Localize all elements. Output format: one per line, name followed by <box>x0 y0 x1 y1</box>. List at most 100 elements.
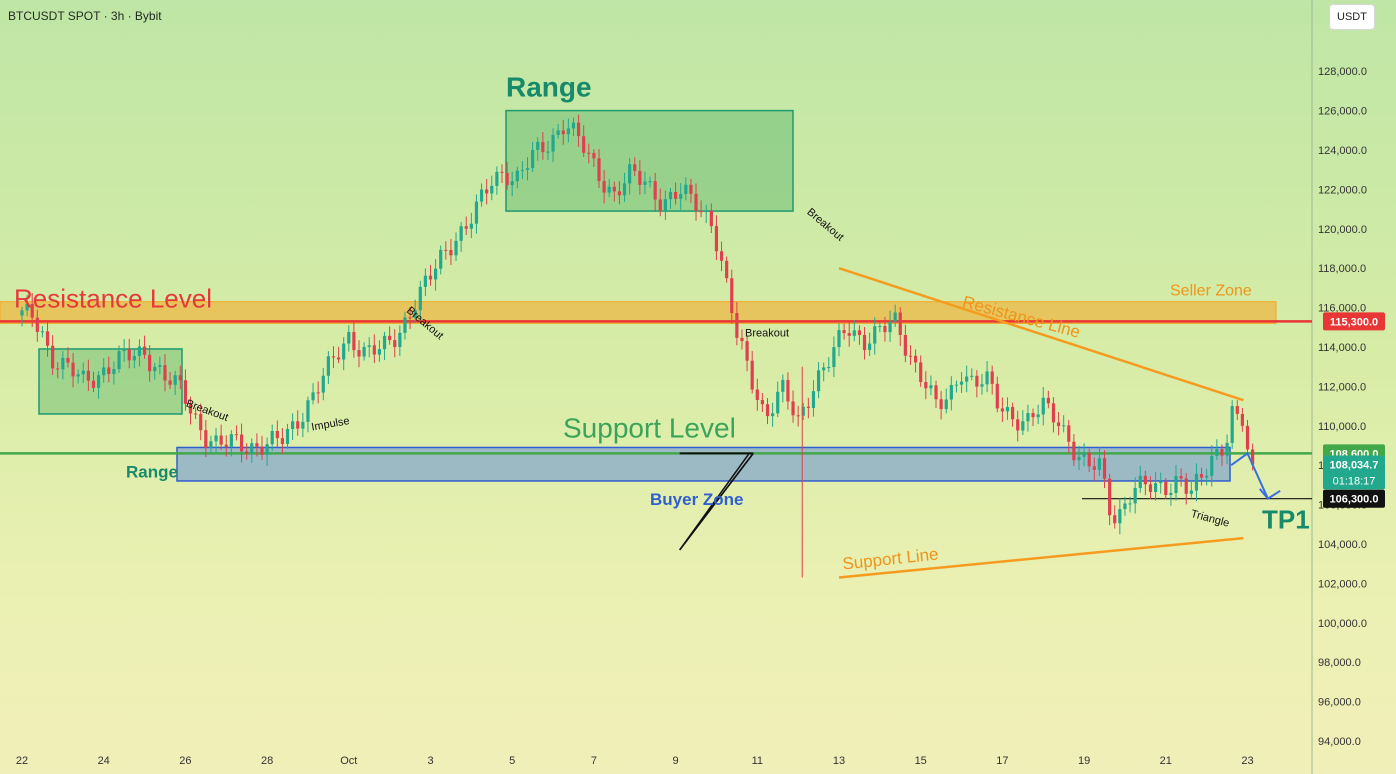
candle-body <box>1128 503 1132 505</box>
candle-body <box>949 384 953 400</box>
candle-body <box>735 313 739 338</box>
impulse-label: Impulse <box>310 415 350 434</box>
candle-body <box>868 343 872 351</box>
range-box-top <box>505 109 794 212</box>
candle-body <box>306 400 310 422</box>
candle-body <box>924 381 928 389</box>
candle-body <box>709 210 713 227</box>
candle-body <box>1225 442 1229 456</box>
candle-body <box>311 392 315 401</box>
candle-body <box>1138 475 1142 488</box>
y-tick-label: 94,000.0 <box>1318 736 1361 748</box>
countdown-label: 01:18:17 <box>1333 476 1376 488</box>
y-tick-label: 98,000.0 <box>1318 657 1361 669</box>
candle-body <box>837 330 841 348</box>
y-tick-label: 100,000.0 <box>1318 618 1367 630</box>
candle-body <box>1046 397 1050 404</box>
candle-body <box>342 343 346 360</box>
currency-unit-button[interactable]: USDT <box>1329 4 1375 30</box>
candle-body <box>352 332 356 351</box>
candle-body <box>71 362 75 377</box>
candle-body <box>1118 509 1122 524</box>
candle-body <box>771 413 775 417</box>
candle-body <box>908 355 913 357</box>
candle-body <box>132 355 136 361</box>
candle-body <box>464 226 468 229</box>
candle-body <box>102 367 106 376</box>
candle-body <box>525 168 530 170</box>
candle-body <box>571 122 576 129</box>
candle-body <box>1235 406 1239 414</box>
candle-body <box>112 369 116 374</box>
y-tick-label: 118,000.0 <box>1318 263 1366 275</box>
candle-body <box>954 384 959 386</box>
candle-body <box>434 268 438 280</box>
candle-body <box>194 413 198 415</box>
x-tick-label: 7 <box>591 755 597 767</box>
candle-body <box>239 434 244 452</box>
candle-body <box>668 191 673 200</box>
candle-body <box>1087 452 1091 467</box>
candle-body <box>888 321 892 333</box>
candle-body <box>638 170 642 185</box>
candle-body <box>934 385 938 400</box>
candle-body <box>893 312 897 322</box>
candle-body <box>367 345 371 347</box>
candle-body <box>617 191 622 196</box>
candle-body <box>510 181 514 186</box>
last-price-tag <box>1323 455 1385 490</box>
candle-body <box>398 332 402 347</box>
candle-body <box>760 400 765 405</box>
candle-body <box>684 184 688 195</box>
candle-body <box>1123 503 1127 510</box>
candle-body <box>612 186 616 192</box>
candle-body <box>1169 492 1173 495</box>
x-tick-label: 22 <box>16 755 28 767</box>
candle-body <box>628 164 632 184</box>
candle-body <box>1174 476 1178 493</box>
candle-body <box>35 317 39 332</box>
candle-body <box>985 371 989 385</box>
candle-body <box>730 278 734 314</box>
candle-body <box>51 345 55 369</box>
candle-body <box>214 435 218 442</box>
candle-body <box>1016 419 1020 431</box>
x-tick-label: 24 <box>98 755 110 767</box>
y-tick-label: 128,000.0 <box>1318 66 1367 78</box>
triangle-side-line <box>679 452 754 551</box>
candle-body <box>699 210 703 213</box>
tp1-label: TP1 <box>1262 505 1310 535</box>
candle-body <box>204 430 208 448</box>
candle-body <box>474 201 479 224</box>
candle-body <box>183 380 187 404</box>
candle-body <box>275 431 279 439</box>
candle-body <box>1108 478 1112 516</box>
candle-body <box>178 375 182 381</box>
candle-body <box>852 330 856 336</box>
candle-body <box>505 172 509 186</box>
candle-body <box>250 443 254 454</box>
candle-body <box>663 199 667 211</box>
candle-body <box>714 226 719 252</box>
candle-body <box>163 365 167 381</box>
range-box-left <box>38 348 183 415</box>
y-tick-label: 120,000.0 <box>1318 224 1367 236</box>
y-tick-label: 112,000.0 <box>1318 381 1366 393</box>
candle-body <box>1148 484 1153 492</box>
candle-body <box>1245 425 1250 450</box>
candle-body <box>873 326 877 344</box>
candle-body <box>229 434 233 447</box>
candle-body <box>939 399 943 410</box>
candle-body <box>862 335 867 351</box>
candle-body <box>61 357 65 370</box>
candle-body <box>1194 473 1199 491</box>
candle-body <box>393 340 397 347</box>
candle-body <box>816 370 821 392</box>
resistance-level-label: Resistance Level <box>14 283 212 313</box>
candle-body <box>822 367 826 371</box>
candle-body <box>781 379 785 392</box>
candle-body <box>137 346 142 356</box>
candle-body <box>490 185 494 194</box>
